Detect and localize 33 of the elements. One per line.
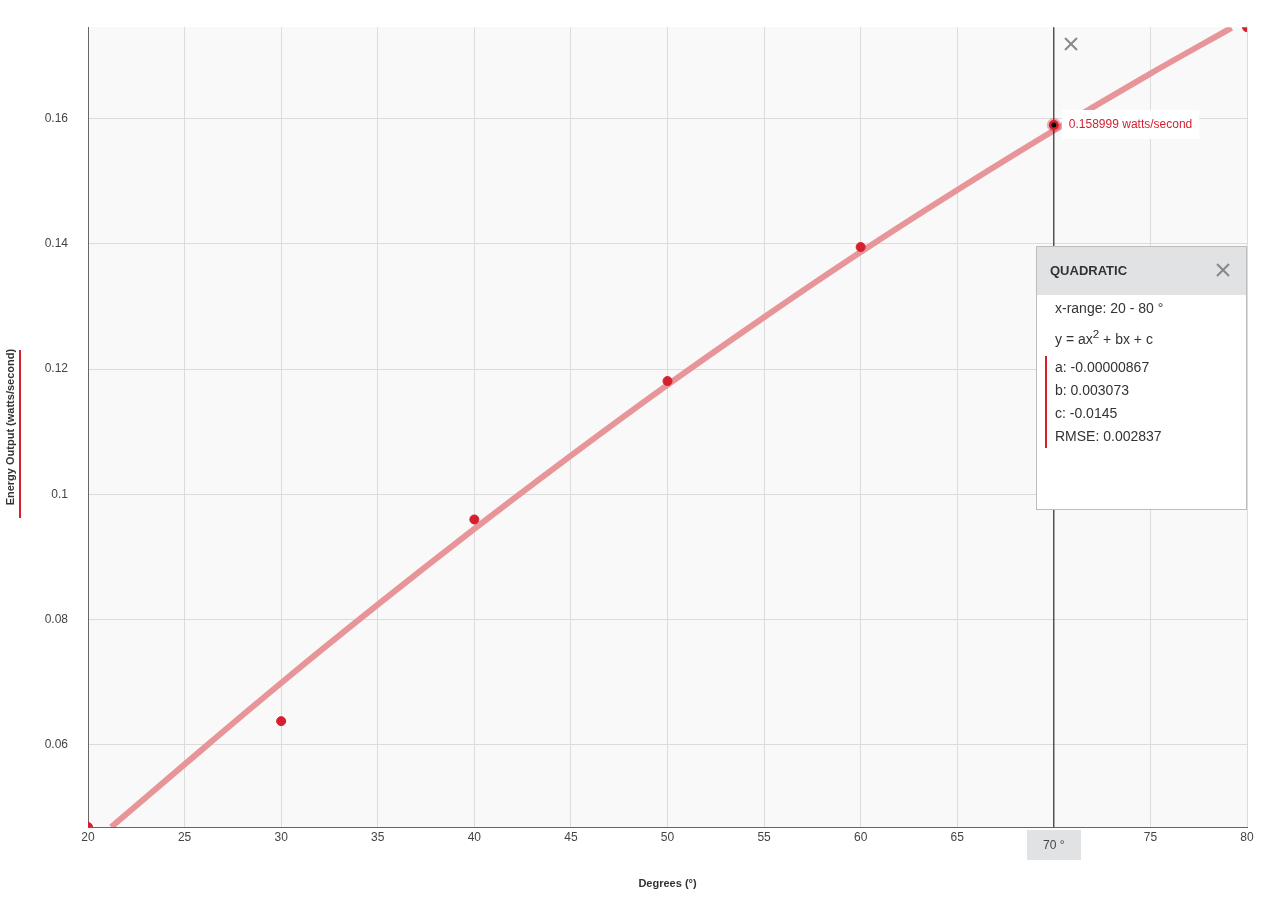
annotation: c: -0.0145 [1055,403,1119,423]
y-tick-label: 0.14 [44,236,69,251]
point [855,242,866,253]
point [469,514,480,525]
x-tick-label: 40 [467,829,482,844]
point [662,376,673,387]
x-tick-label: 75 [1143,829,1158,844]
x-tick-label: 30 [274,829,289,844]
y-tick-label: 0.06 [44,737,69,752]
annotation: y = ax$^{2}$ + bx + c [1054,326,1154,349]
x-tick-label: 50 [660,829,675,844]
x-axis-title: Degrees (°) [638,877,697,890]
y-tick-label: 0.12 [44,361,69,376]
annotation: a: -0.00000867 [1055,357,1151,377]
x-tick-label: 60 [853,829,868,844]
ref-line-label: 70 ° [1026,830,1081,860]
annotation: QUADRATIC [1037,247,1246,295]
x-tick-label: 65 [950,829,965,844]
y-tick-label: 0.1 [51,486,69,501]
annotation: RMSE: 0.002837 [1055,426,1163,446]
annotation: x-range: 20 - 80 ° [1054,299,1165,318]
y-tick-label: 0.16 [44,110,69,125]
y-tick-label: 0.08 [44,612,69,626]
x-tick-label: 35 [371,829,385,844]
annotation: 0.158999 watts/second [1068,117,1193,132]
annotation: b: 0.003073 [1055,380,1130,400]
x-tick-label: 80 [1240,829,1254,844]
x-tick-label: 55 [757,829,772,844]
point [276,716,287,727]
y-axis-title: Energy Output (watts/second) [3,348,16,506]
x-tick-label: 25 [177,829,192,844]
x-tick-label: 20 [81,829,95,844]
x-tick-label: 45 [564,829,578,844]
